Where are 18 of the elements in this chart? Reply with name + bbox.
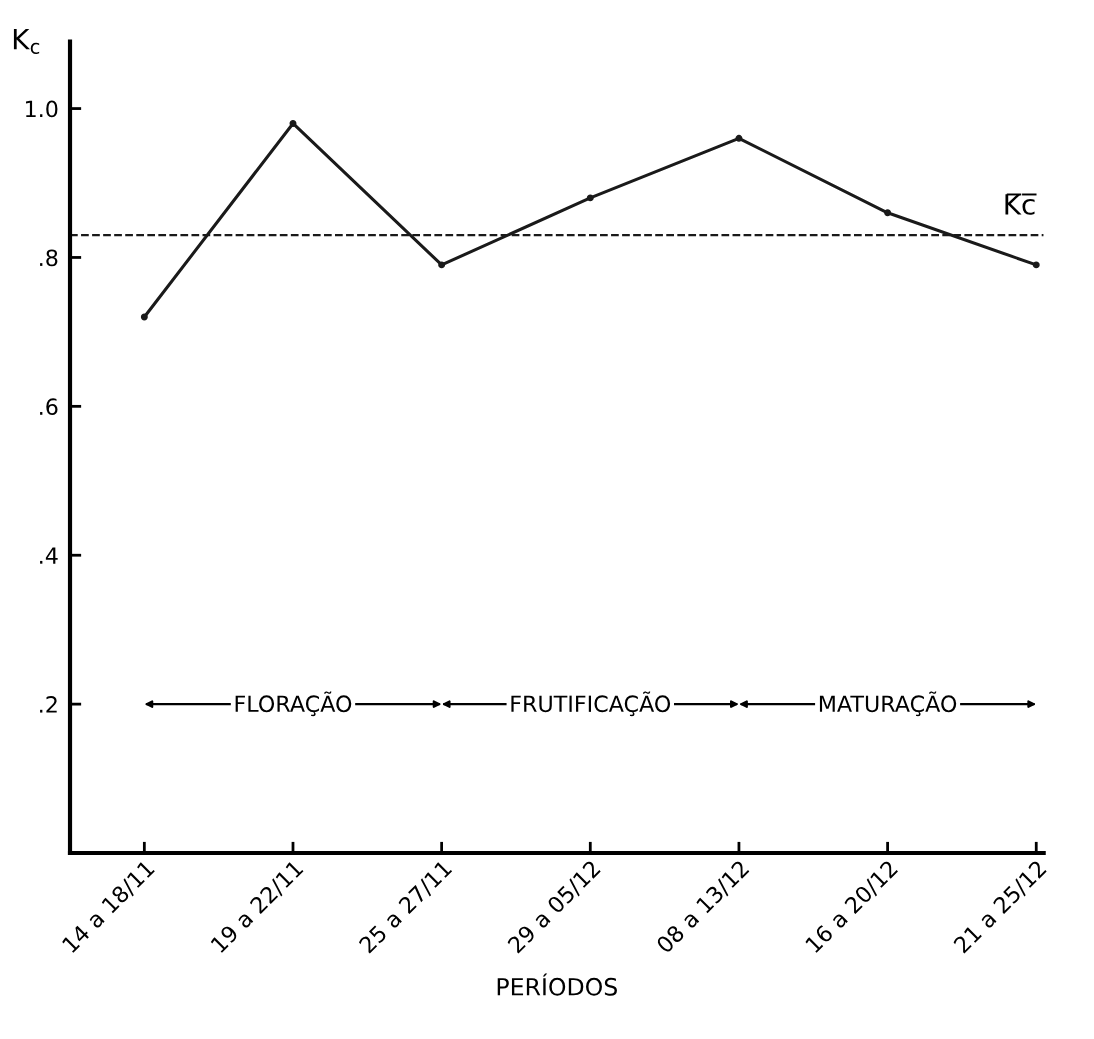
annotation: FRUTIFICAÇÃO: [511, 691, 671, 717]
point: [884, 209, 892, 217]
y-tick-label: .2: [40, 696, 57, 713]
point: [289, 119, 297, 127]
y-tick-label: 1.0: [26, 100, 58, 118]
x-axis-title: PERÍODOS: [497, 973, 617, 996]
annotation: MATURAÇÃO: [819, 691, 957, 717]
y-tick-label: .6: [40, 398, 58, 416]
y-tick-label: .8: [40, 249, 58, 267]
point: [140, 313, 148, 321]
point: [735, 134, 743, 142]
y-axis-title: K$_{c}$: [13, 28, 40, 55]
point: [586, 194, 594, 202]
point: [1032, 261, 1040, 269]
ref-line-label: K̅c̅: [1005, 193, 1037, 215]
y-tick-label: .4: [40, 547, 58, 564]
annotation: FLORAÇÃO: [235, 691, 352, 717]
point: [438, 261, 446, 269]
